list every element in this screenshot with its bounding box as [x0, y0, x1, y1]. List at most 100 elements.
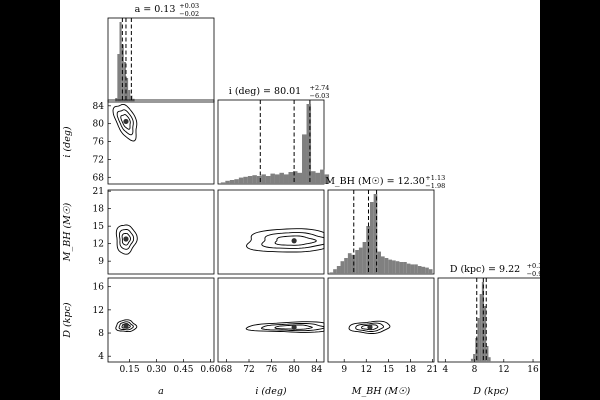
hist-bar-a — [128, 90, 131, 102]
hist-bar-d — [473, 354, 476, 362]
contour-peak — [123, 118, 129, 125]
contour-level-2 — [118, 321, 134, 331]
hist-bar-i — [320, 169, 325, 184]
contour-level-3 — [245, 321, 325, 333]
hist-bar-a — [119, 22, 122, 102]
hist-bar-i — [283, 174, 289, 184]
y-axis-label-d: D (kpc) — [62, 302, 73, 339]
hist-frame-a — [107, 17, 215, 103]
contour-panel-mbh-d — [327, 277, 435, 363]
hist-bar-i — [225, 180, 230, 184]
hist-bar-i — [243, 176, 248, 184]
hist-bar-d — [484, 306, 487, 362]
hist-bar-mbh — [381, 256, 385, 274]
y-tick-label-mbh: 12 — [93, 240, 104, 250]
y-tick-label-i: 76 — [93, 138, 105, 148]
hist-panel-i: i (deg) = 80.01 +2.74−6.03 — [217, 84, 330, 185]
title-a: a = 0.13 — [135, 4, 176, 15]
x-axis-label-a: a — [158, 386, 164, 397]
y-tick-label-d: 16 — [93, 283, 105, 293]
hist-bar-mbh — [369, 202, 374, 274]
contour-panel-a-mbh — [107, 189, 215, 275]
title-d: D (kpc) = 9.22 — [450, 264, 520, 275]
title-err-up-a: +0.03 — [179, 2, 199, 10]
hist-bar-mbh — [336, 266, 341, 274]
title-mbh: M_BH (M☉) = 12.30 — [325, 176, 425, 187]
y-tick-label-d: 12 — [93, 306, 104, 316]
hist-bar-i — [274, 174, 280, 184]
y-tick-label-i: 72 — [93, 155, 104, 165]
x-tick-label-mbh: 12 — [361, 365, 372, 375]
hist-bar-mbh — [384, 258, 389, 274]
x-tick-label-d: 8 — [472, 365, 478, 375]
contour-level-3 — [115, 224, 138, 255]
hist-bar-i — [315, 172, 321, 184]
hist-bar-mbh — [410, 264, 415, 274]
hist-bar-i — [238, 177, 244, 184]
y-axis-label-i: i (deg) — [62, 126, 73, 158]
y-tick-label-mbh: 18 — [93, 205, 105, 215]
hist-bar-mbh — [355, 250, 359, 274]
contour-level-3 — [348, 320, 391, 334]
hist-bar-mbh — [358, 247, 363, 274]
contour-level-3 — [246, 228, 325, 253]
hist-bar-d — [486, 346, 489, 362]
title-err-down-i: −6.03 — [310, 92, 330, 100]
contour-peak — [291, 324, 297, 330]
hist-bar-i — [229, 180, 235, 184]
hist-bar-mbh — [333, 269, 337, 274]
hist-bar-mbh — [329, 272, 334, 274]
x-axis-label-d: D (kpc) — [472, 386, 509, 397]
hist-bar-mbh — [406, 263, 411, 274]
hist-bar-i — [302, 134, 307, 184]
hist-bar-i — [247, 176, 253, 184]
title-err-down-mbh: −1.98 — [425, 182, 445, 190]
contour-peak — [123, 323, 129, 329]
contour-level-3 — [115, 319, 138, 333]
hist-bar-mbh — [340, 261, 345, 274]
hist-bar-i — [220, 182, 226, 184]
x-tick-label-a: 0.45 — [173, 365, 193, 375]
hist-bar-mbh — [403, 262, 407, 274]
contour-level-1 — [274, 324, 313, 330]
title-i: i (deg) = 80.01 — [229, 86, 301, 97]
contour-frame — [107, 189, 215, 275]
hist-bar-mbh — [421, 266, 426, 274]
x-tick-label-mbh: 18 — [405, 365, 417, 375]
contour-frame — [217, 189, 325, 275]
y-tick-label-i: 80 — [93, 120, 105, 130]
hist-bar-i — [288, 172, 293, 184]
contour-peak — [123, 236, 129, 242]
hist-bar-i — [279, 172, 284, 184]
title-err-up-i: +2.74 — [310, 84, 330, 92]
x-tick-label-a: 0.15 — [120, 365, 140, 375]
contour-level-1 — [361, 324, 379, 331]
contour-frame — [107, 99, 215, 185]
hist-bar-mbh — [362, 242, 367, 274]
hist-bar-d — [477, 318, 480, 362]
x-tick-label-i: 80 — [288, 365, 300, 375]
hist-bar-i — [261, 174, 266, 184]
hist-frame-d — [437, 277, 545, 363]
hist-bar-d — [470, 358, 474, 362]
x-tick-label-i: 68 — [221, 365, 233, 375]
contour-level-1 — [121, 323, 131, 329]
hist-bar-mbh — [395, 261, 400, 274]
y-axis-label-mbh: M_BH (M☉) — [62, 202, 73, 262]
x-tick-label-d: 4 — [442, 365, 448, 375]
title-err-down-a: −0.02 — [179, 10, 199, 18]
contour-level-2 — [116, 109, 134, 136]
hist-bar-a — [125, 78, 129, 102]
contour-level-1 — [121, 232, 131, 246]
title-err-down-d: −0.92 — [527, 270, 547, 278]
contour-level-2 — [355, 322, 384, 332]
contour-peak — [367, 324, 373, 330]
contour-frame — [107, 277, 215, 363]
hist-bar-i — [292, 171, 298, 184]
x-tick-label-d: 16 — [527, 365, 539, 375]
hist-panel-a: a = 0.13 +0.03−0.02 — [107, 2, 215, 103]
title-err-up-d: +0.35 — [527, 262, 547, 270]
contour-panel-i-d — [217, 277, 325, 363]
y-tick-label-mbh: 21 — [93, 187, 104, 197]
